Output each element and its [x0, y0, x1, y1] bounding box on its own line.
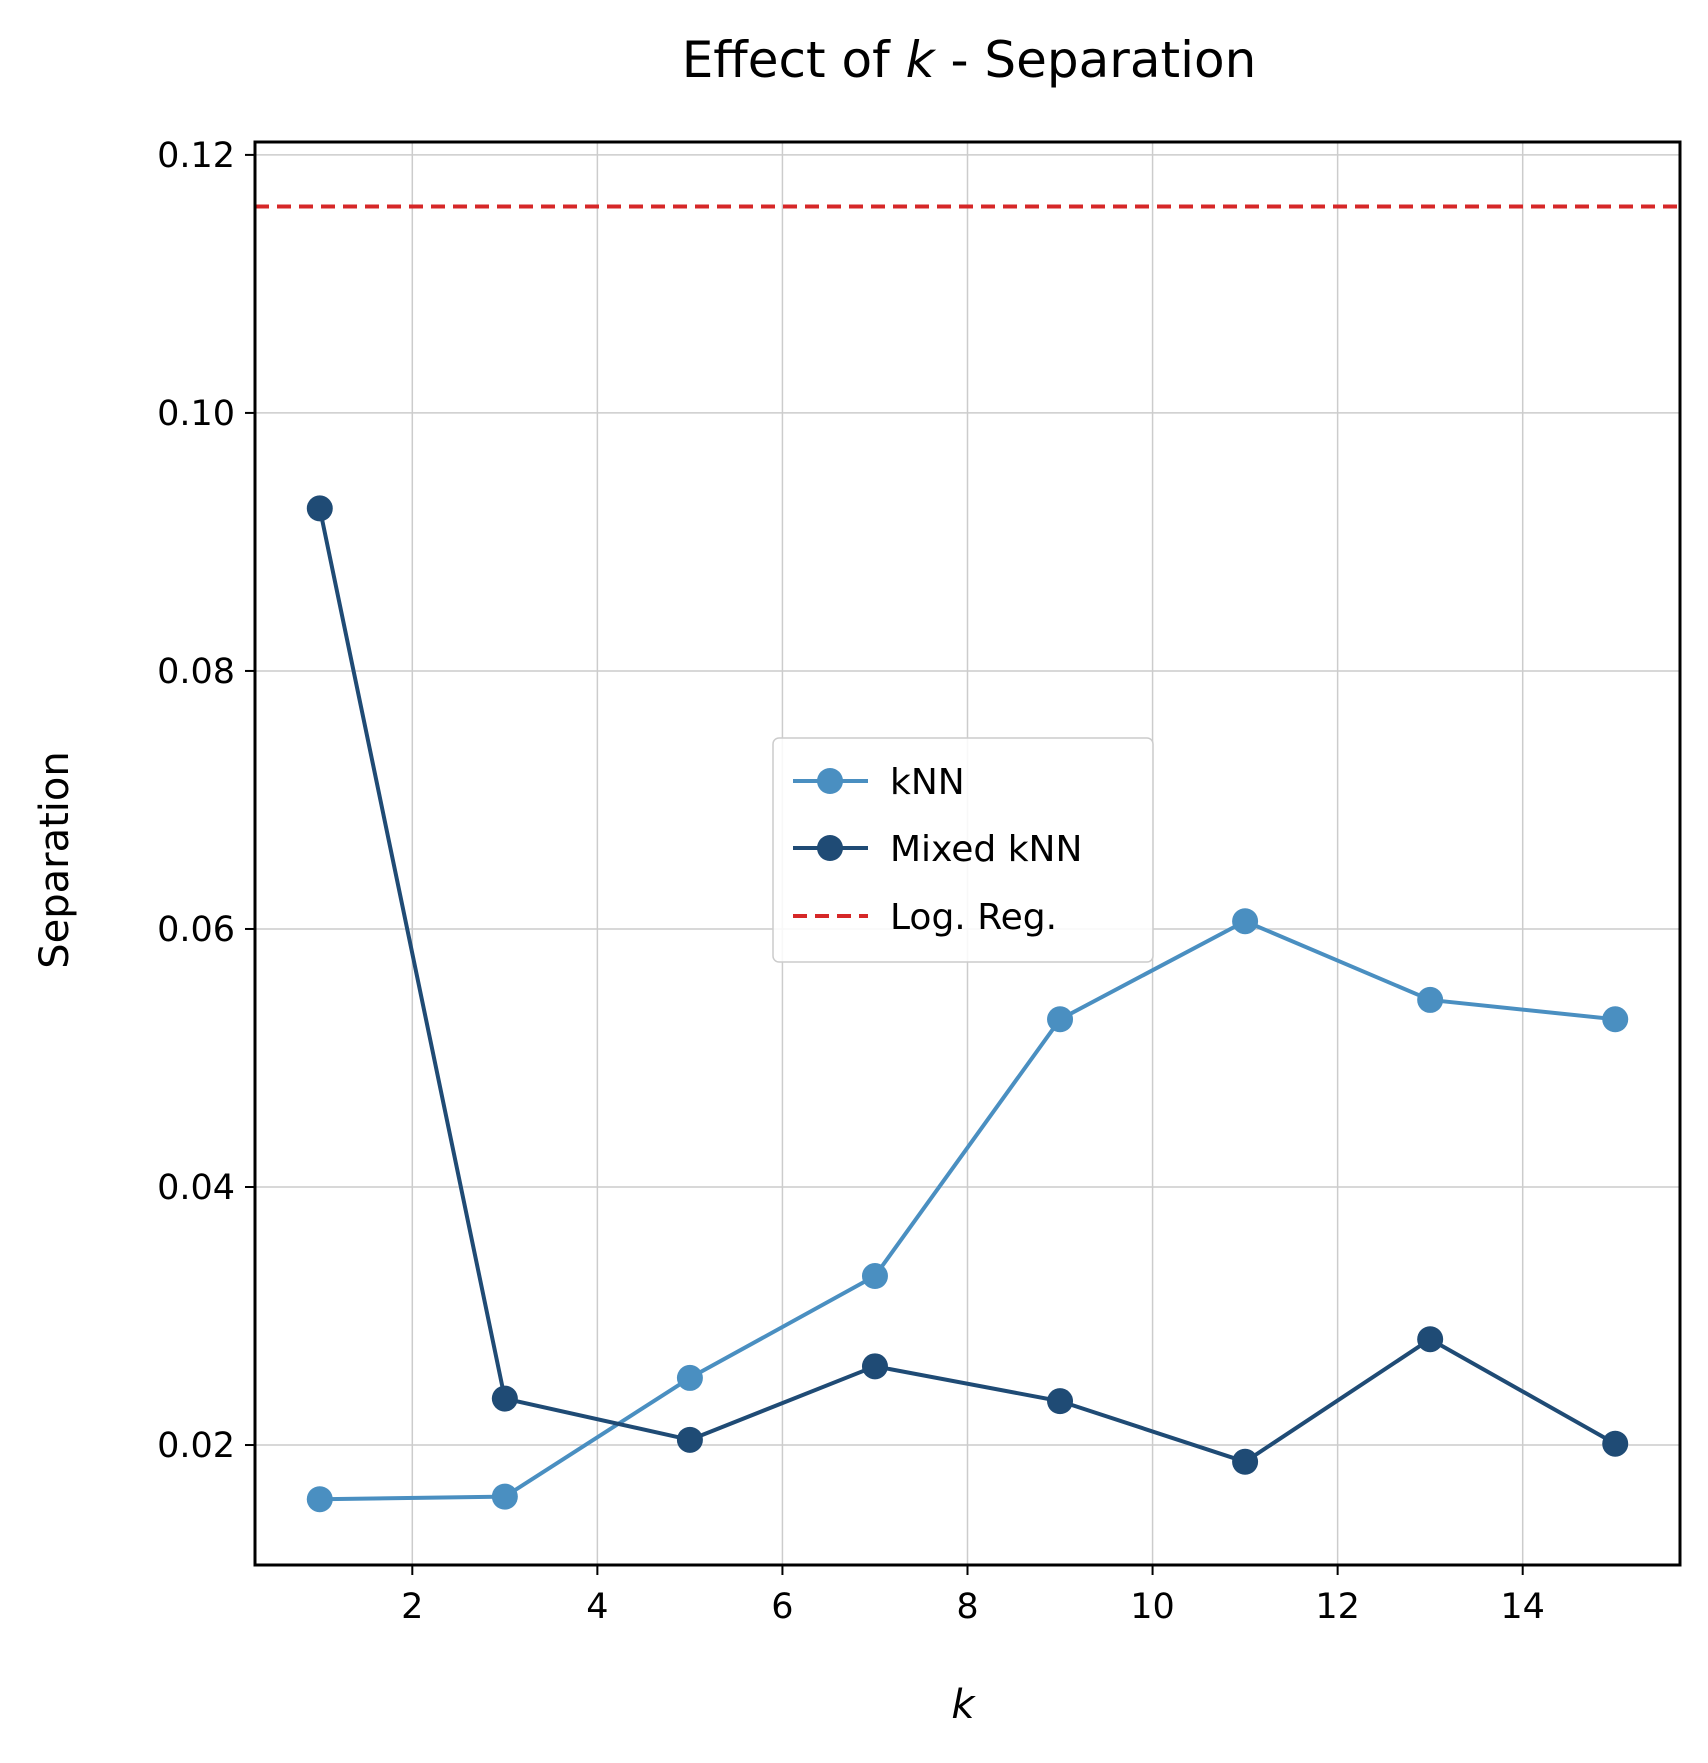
- x-tick-label: 4: [586, 1587, 608, 1627]
- chart-title: Effect of k - Separation: [682, 31, 1257, 89]
- y-tick-label: 0.10: [157, 394, 235, 434]
- x-axis-title: k: [951, 1682, 976, 1728]
- knn-data-point: [306, 1486, 333, 1513]
- x-tick-label: 12: [1315, 1587, 1360, 1627]
- legend-swatch-mixed-knn-marker: [817, 835, 843, 861]
- ticks: 2 4 6 8 10 12 14 0.02 0.04 0.06 0.08 0.10 0.12: [157, 136, 1545, 1627]
- knn-data-point: [1602, 1006, 1629, 1033]
- legend-label-log-reg: Log. Reg.: [890, 897, 1057, 938]
- mixed-knn-data-point: [861, 1353, 888, 1380]
- y-tick-label: 0.02: [157, 1426, 235, 1466]
- series-layer: [306, 495, 1629, 1513]
- legend-swatch-knn-marker: [817, 768, 843, 794]
- mixed-knn-data-point: [676, 1426, 703, 1453]
- plot-frame: [253, 140, 1682, 1567]
- y-tick-label: 0.12: [157, 136, 235, 176]
- legend: kNN Mixed kNN Log. Reg.: [772, 737, 1154, 963]
- mixed-knn-data-point: [1602, 1430, 1629, 1457]
- knn-data-point: [676, 1364, 703, 1391]
- x-tick-label: 6: [771, 1587, 793, 1627]
- y-tick-label: 0.08: [157, 652, 235, 692]
- y-axis-title: Separation: [32, 751, 78, 968]
- knn-data-point: [861, 1263, 888, 1290]
- x-tick-label: 14: [1500, 1587, 1545, 1627]
- mixed-knn-series-line: [317, 507, 1617, 1464]
- knn-data-point: [491, 1483, 518, 1510]
- y-tick-label: 0.04: [157, 1168, 235, 1208]
- mixed-knn-data-point: [1417, 1326, 1444, 1353]
- mixed-knn-data-point: [491, 1385, 518, 1412]
- mixed-knn-data-point: [306, 495, 333, 522]
- legend-label-knn: kNN: [890, 762, 965, 803]
- y-tick-label: 0.06: [157, 910, 235, 950]
- legend-box: [772, 737, 1154, 963]
- knn-series-line: [319, 919, 1616, 1502]
- x-tick-label: 8: [956, 1587, 978, 1627]
- mixed-knn-data-point: [1232, 1448, 1259, 1475]
- mixed-knn-data-point: [1047, 1388, 1074, 1415]
- knn-data-point: [1417, 986, 1444, 1013]
- x-tick-label: 10: [1130, 1587, 1175, 1627]
- knn-data-point: [1047, 1006, 1074, 1033]
- x-tick-label: 2: [401, 1587, 423, 1627]
- knn-data-point: [1232, 908, 1259, 935]
- legend-label-mixed-knn: Mixed kNN: [890, 829, 1082, 870]
